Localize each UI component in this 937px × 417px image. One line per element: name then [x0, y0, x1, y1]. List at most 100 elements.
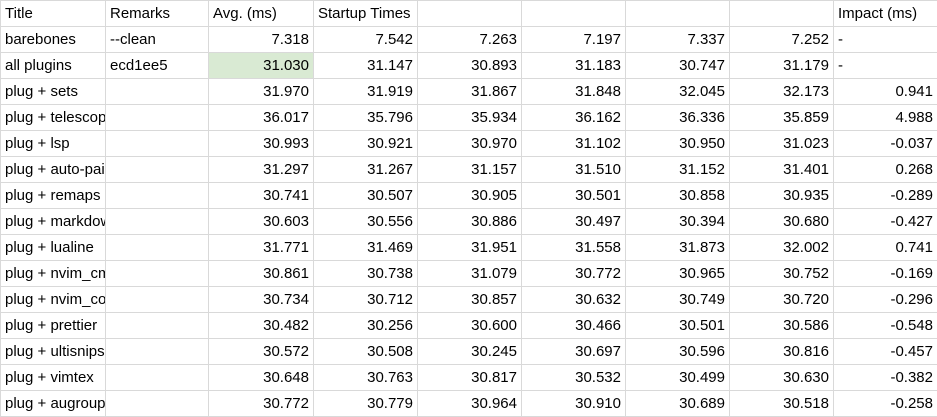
impact-cell[interactable]: -0.427 — [833, 208, 937, 235]
startup-time-cell[interactable]: 30.680 — [729, 208, 834, 235]
startup-time-cell[interactable]: 31.079 — [417, 260, 522, 287]
startup-time-cell[interactable]: 30.499 — [625, 364, 730, 391]
startup-time-cell[interactable]: 30.950 — [625, 130, 730, 157]
header-impact-cell[interactable]: Impact (ms) — [833, 0, 937, 27]
startup-time-cell[interactable]: 30.893 — [417, 52, 522, 79]
startup-time-cell[interactable]: 32.045 — [625, 78, 730, 105]
startup-time-cell[interactable]: 31.267 — [313, 156, 418, 183]
avg-cell[interactable]: 30.772 — [208, 390, 314, 417]
remarks-cell[interactable] — [105, 312, 209, 339]
startup-time-cell[interactable]: 30.964 — [417, 390, 522, 417]
avg-cell[interactable]: 31.970 — [208, 78, 314, 105]
remarks-cell[interactable] — [105, 130, 209, 157]
startup-time-cell[interactable]: 30.532 — [521, 364, 626, 391]
impact-cell[interactable]: -0.169 — [833, 260, 937, 287]
title-cell[interactable]: plug + ultisnips — [0, 338, 106, 365]
header-startup-times-cell[interactable]: Startup Times — [313, 0, 418, 27]
startup-time-cell[interactable]: 35.934 — [417, 104, 522, 131]
startup-time-cell[interactable]: 7.197 — [521, 26, 626, 53]
startup-time-cell[interactable]: 30.586 — [729, 312, 834, 339]
startup-time-cell[interactable]: 7.252 — [729, 26, 834, 53]
startup-time-cell[interactable]: 30.816 — [729, 338, 834, 365]
startup-time-cell[interactable]: 30.556 — [313, 208, 418, 235]
remarks-cell[interactable]: ecd1ee5 — [105, 52, 209, 79]
startup-time-cell[interactable]: 30.763 — [313, 364, 418, 391]
avg-cell[interactable]: 7.318 — [208, 26, 314, 53]
startup-time-cell[interactable]: 36.162 — [521, 104, 626, 131]
startup-time-cell[interactable]: 30.689 — [625, 390, 730, 417]
avg-cell[interactable]: 31.771 — [208, 234, 314, 261]
avg-cell[interactable]: 30.572 — [208, 338, 314, 365]
title-cell[interactable]: plug + augroups — [0, 390, 106, 417]
impact-cell[interactable]: 0.268 — [833, 156, 937, 183]
startup-time-cell[interactable]: 30.752 — [729, 260, 834, 287]
startup-time-cell[interactable]: 31.147 — [313, 52, 418, 79]
startup-time-cell[interactable]: 30.772 — [521, 260, 626, 287]
startup-time-cell[interactable]: 30.857 — [417, 286, 522, 313]
startup-time-cell[interactable]: 31.183 — [521, 52, 626, 79]
startup-time-cell[interactable]: 30.632 — [521, 286, 626, 313]
avg-cell[interactable]: 36.017 — [208, 104, 314, 131]
startup-time-cell[interactable]: 32.002 — [729, 234, 834, 261]
remarks-cell[interactable] — [105, 364, 209, 391]
remarks-cell[interactable] — [105, 234, 209, 261]
remarks-cell[interactable] — [105, 260, 209, 287]
startup-time-cell[interactable]: 30.712 — [313, 286, 418, 313]
startup-time-cell[interactable]: 30.905 — [417, 182, 522, 209]
startup-time-cell[interactable]: 30.630 — [729, 364, 834, 391]
startup-time-cell[interactable]: 30.858 — [625, 182, 730, 209]
startup-time-cell[interactable]: 31.873 — [625, 234, 730, 261]
startup-time-cell[interactable]: 35.796 — [313, 104, 418, 131]
startup-time-cell[interactable]: 31.157 — [417, 156, 522, 183]
remarks-cell[interactable] — [105, 182, 209, 209]
header-empty-cell[interactable] — [521, 0, 626, 27]
startup-time-cell[interactable]: 31.023 — [729, 130, 834, 157]
avg-cell[interactable]: 30.861 — [208, 260, 314, 287]
startup-time-cell[interactable]: 32.173 — [729, 78, 834, 105]
startup-time-cell[interactable]: 30.886 — [417, 208, 522, 235]
startup-time-cell[interactable]: 30.921 — [313, 130, 418, 157]
header-empty-cell[interactable] — [417, 0, 522, 27]
avg-cell[interactable]: 30.482 — [208, 312, 314, 339]
startup-time-cell[interactable]: 30.245 — [417, 338, 522, 365]
startup-time-cell[interactable]: 31.469 — [313, 234, 418, 261]
startup-time-cell[interactable]: 30.507 — [313, 182, 418, 209]
title-cell[interactable]: plug + sets — [0, 78, 106, 105]
remarks-cell[interactable] — [105, 104, 209, 131]
remarks-cell[interactable] — [105, 286, 209, 313]
startup-time-cell[interactable]: 30.910 — [521, 390, 626, 417]
title-cell[interactable]: plug + remaps — [0, 182, 106, 209]
avg-cell[interactable]: 30.734 — [208, 286, 314, 313]
avg-cell[interactable]: 31.297 — [208, 156, 314, 183]
title-cell[interactable]: barebones — [0, 26, 106, 53]
remarks-cell[interactable] — [105, 338, 209, 365]
startup-time-cell[interactable]: 31.919 — [313, 78, 418, 105]
impact-cell[interactable]: -0.382 — [833, 364, 937, 391]
startup-time-cell[interactable]: 31.558 — [521, 234, 626, 261]
impact-cell[interactable]: -0.548 — [833, 312, 937, 339]
startup-time-cell[interactable]: 30.394 — [625, 208, 730, 235]
startup-time-cell[interactable]: 31.401 — [729, 156, 834, 183]
startup-time-cell[interactable]: 7.337 — [625, 26, 730, 53]
startup-time-cell[interactable]: 30.501 — [625, 312, 730, 339]
header-remarks-cell[interactable]: Remarks — [105, 0, 209, 27]
impact-cell[interactable]: -0.258 — [833, 390, 937, 417]
startup-time-cell[interactable]: 31.102 — [521, 130, 626, 157]
remarks-cell[interactable]: --clean — [105, 26, 209, 53]
startup-time-cell[interactable]: 31.951 — [417, 234, 522, 261]
header-avg-cell[interactable]: Avg. (ms) — [208, 0, 314, 27]
startup-time-cell[interactable]: 30.497 — [521, 208, 626, 235]
startup-time-cell[interactable]: 36.336 — [625, 104, 730, 131]
impact-cell[interactable]: -0.296 — [833, 286, 937, 313]
avg-cell[interactable]: 30.993 — [208, 130, 314, 157]
startup-time-cell[interactable]: 30.747 — [625, 52, 730, 79]
startup-time-cell[interactable]: 30.697 — [521, 338, 626, 365]
impact-cell[interactable]: -0.037 — [833, 130, 937, 157]
startup-time-cell[interactable]: 30.817 — [417, 364, 522, 391]
startup-time-cell[interactable]: 30.935 — [729, 182, 834, 209]
title-cell[interactable]: all plugins — [0, 52, 106, 79]
startup-time-cell[interactable]: 30.749 — [625, 286, 730, 313]
title-cell[interactable]: plug + vimtex — [0, 364, 106, 391]
startup-time-cell[interactable]: 30.508 — [313, 338, 418, 365]
title-cell[interactable]: plug + lualine — [0, 234, 106, 261]
